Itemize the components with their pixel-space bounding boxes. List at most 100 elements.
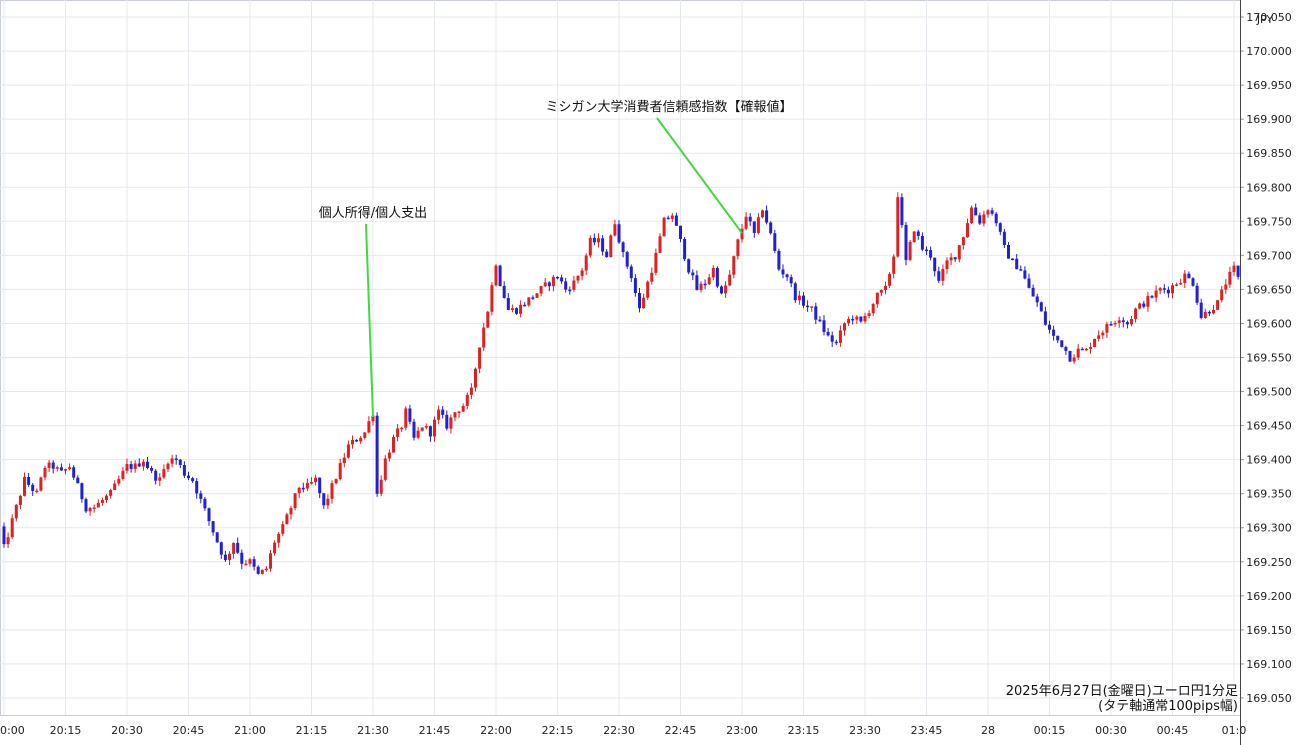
y-tick-label: 169.250 bbox=[1246, 556, 1292, 569]
x-tick-label: 21:00 bbox=[234, 724, 266, 737]
candle-body bbox=[182, 464, 186, 476]
candle-body bbox=[273, 542, 277, 554]
x-tick-label: 22:30 bbox=[603, 724, 635, 737]
candle-body bbox=[461, 405, 465, 412]
candle-body bbox=[904, 224, 908, 260]
candle-body bbox=[359, 437, 363, 442]
annotation-label: ミシガン大学消費者信頼感指数【確報値】 bbox=[545, 99, 792, 115]
candle-body bbox=[580, 270, 584, 276]
candle-body bbox=[248, 559, 252, 564]
candle-body bbox=[326, 498, 330, 506]
annotation-label: 個人所得/個人支出 bbox=[319, 205, 427, 221]
candle-body bbox=[1035, 296, 1039, 303]
candle-body bbox=[277, 533, 281, 543]
candle-body bbox=[1191, 278, 1195, 286]
candle-body bbox=[1117, 320, 1121, 323]
candle-body bbox=[1101, 332, 1105, 336]
candle-body bbox=[469, 387, 473, 395]
candle-body bbox=[105, 495, 108, 501]
candle-body bbox=[822, 320, 826, 332]
candle-body bbox=[588, 237, 592, 256]
candle-body bbox=[1113, 322, 1117, 325]
candle-body bbox=[1212, 309, 1215, 314]
candle-body bbox=[1203, 311, 1207, 318]
y-tick-label: 169.100 bbox=[1246, 658, 1292, 671]
candle-body bbox=[802, 295, 805, 306]
candle-body bbox=[662, 217, 666, 237]
candle-body bbox=[765, 210, 769, 223]
candle-body bbox=[1125, 322, 1129, 325]
candle-body bbox=[556, 276, 559, 279]
candle-body bbox=[752, 221, 756, 233]
candle-body bbox=[568, 289, 572, 292]
candle-body bbox=[867, 313, 871, 316]
y-tick-label: 170.000 bbox=[1246, 45, 1292, 58]
y-tick-label: 169.050 bbox=[1246, 692, 1292, 705]
candle-body bbox=[949, 257, 953, 261]
candle-body bbox=[100, 500, 104, 503]
x-tick-label: 22:00 bbox=[480, 724, 512, 737]
candle-body bbox=[666, 217, 670, 220]
candle-body bbox=[843, 323, 846, 331]
candle-body bbox=[424, 426, 428, 428]
candle-body bbox=[383, 458, 387, 480]
candle-body bbox=[158, 477, 162, 481]
candle-body bbox=[346, 444, 350, 458]
candle-body bbox=[613, 224, 617, 236]
candle-body bbox=[797, 295, 801, 301]
candle-body bbox=[1072, 357, 1076, 362]
candle-body bbox=[1048, 324, 1051, 330]
candle-body bbox=[785, 274, 789, 278]
candle-body bbox=[310, 482, 313, 484]
candle-body bbox=[695, 275, 699, 291]
candle-body bbox=[355, 439, 359, 442]
candle-body bbox=[289, 508, 293, 515]
x-tick-label: 20:45 bbox=[173, 724, 205, 737]
candle-body bbox=[449, 417, 453, 429]
candle-body bbox=[342, 457, 346, 464]
candle-body bbox=[486, 311, 490, 328]
candle-body bbox=[929, 250, 933, 258]
candle-body bbox=[252, 559, 256, 567]
candle-body bbox=[392, 436, 395, 453]
candle-body bbox=[1121, 320, 1125, 323]
x-tick-label: 00:30 bbox=[1095, 724, 1127, 737]
candle-body bbox=[1068, 350, 1072, 362]
x-tick-label: 21:45 bbox=[419, 724, 451, 737]
candle-body bbox=[1080, 348, 1084, 351]
candle-body bbox=[900, 197, 904, 225]
candle-body bbox=[687, 259, 691, 273]
candle-body bbox=[433, 419, 436, 437]
candle-body bbox=[646, 281, 650, 298]
annotation-leader-line bbox=[656, 117, 743, 234]
candle-body bbox=[1130, 319, 1133, 325]
candle-body bbox=[732, 256, 736, 275]
candle-body bbox=[1179, 282, 1183, 285]
y-tick-label: 169.200 bbox=[1246, 590, 1292, 603]
candle-body bbox=[884, 285, 887, 290]
candle-body bbox=[338, 463, 342, 480]
y-tick-label: 169.750 bbox=[1246, 215, 1292, 228]
candle-body bbox=[605, 251, 609, 258]
candle-body bbox=[76, 477, 80, 484]
candle-body bbox=[428, 426, 432, 437]
y-tick-label: 169.450 bbox=[1246, 420, 1292, 433]
candle-body bbox=[888, 273, 892, 286]
candle-body bbox=[789, 277, 793, 284]
candle-body bbox=[191, 478, 195, 482]
candle-body bbox=[330, 483, 334, 499]
candle-body bbox=[970, 207, 974, 224]
candle-body bbox=[10, 518, 14, 538]
candle-body bbox=[551, 276, 555, 287]
x-tick-label: 23:45 bbox=[911, 724, 943, 737]
candle-body bbox=[584, 255, 588, 271]
candle-body bbox=[715, 267, 719, 287]
candle-body bbox=[1019, 269, 1023, 271]
candle-body bbox=[490, 285, 494, 312]
candle-body bbox=[1228, 271, 1232, 285]
candle-body bbox=[1207, 311, 1211, 314]
candle-body bbox=[408, 408, 412, 422]
candle-body bbox=[707, 277, 711, 285]
candle-body bbox=[683, 238, 687, 260]
